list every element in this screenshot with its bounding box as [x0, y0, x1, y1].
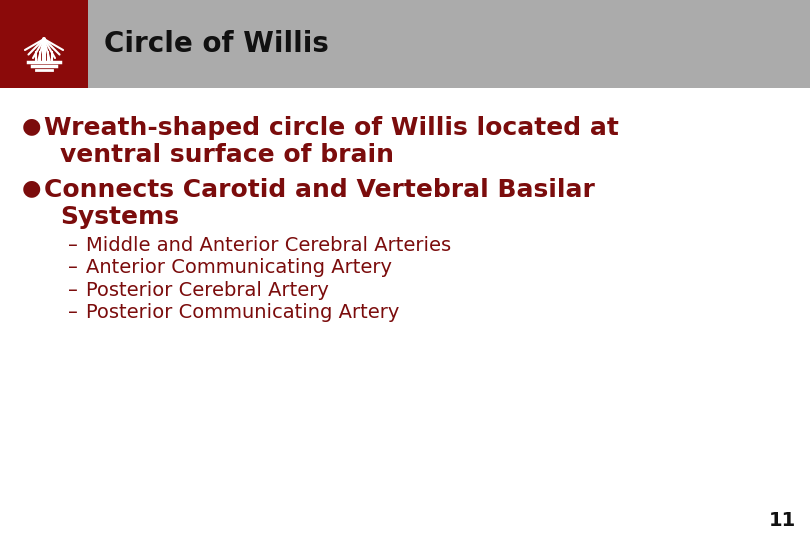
Text: Middle and Anterior Cerebral Arteries: Middle and Anterior Cerebral Arteries — [86, 236, 451, 255]
Text: ventral surface of brain: ventral surface of brain — [60, 143, 394, 167]
Text: –: – — [68, 259, 78, 278]
Text: ●: ● — [22, 178, 41, 198]
Text: –: – — [68, 236, 78, 255]
Text: 11: 11 — [769, 511, 796, 530]
Text: Systems: Systems — [60, 205, 179, 229]
Text: ●: ● — [22, 116, 41, 136]
Text: –: – — [68, 281, 78, 300]
Bar — [0, 0, 810, 88]
Bar — [0, 0, 88, 88]
Text: –: – — [68, 303, 78, 322]
Text: Circle of Willis: Circle of Willis — [104, 30, 329, 58]
Text: Wreath-shaped circle of Willis located at: Wreath-shaped circle of Willis located a… — [44, 116, 619, 140]
Text: Anterior Communicating Artery: Anterior Communicating Artery — [86, 259, 392, 278]
Text: Posterior Cerebral Artery: Posterior Cerebral Artery — [86, 281, 329, 300]
Text: Connects Carotid and Vertebral Basilar: Connects Carotid and Vertebral Basilar — [44, 178, 595, 202]
Text: Posterior Communicating Artery: Posterior Communicating Artery — [86, 303, 399, 322]
